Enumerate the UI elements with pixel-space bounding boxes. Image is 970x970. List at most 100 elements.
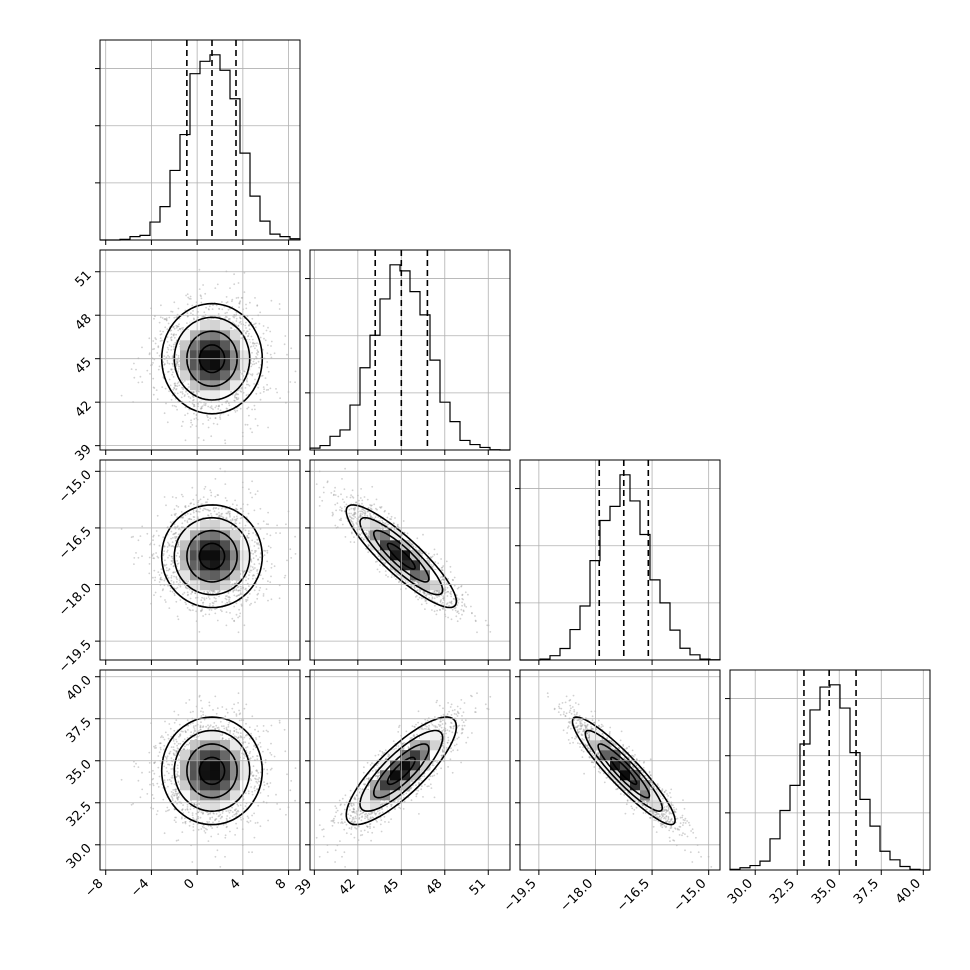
sample-point bbox=[176, 359, 179, 361]
sample-point bbox=[171, 394, 174, 397]
sample-point bbox=[416, 537, 419, 540]
sample-point bbox=[200, 407, 203, 409]
density-cell bbox=[210, 530, 221, 541]
sample-point bbox=[245, 589, 248, 592]
sample-point bbox=[359, 512, 362, 515]
sample-point bbox=[164, 564, 167, 567]
sample-point bbox=[141, 346, 143, 349]
sample-point bbox=[245, 576, 247, 578]
sample-point bbox=[206, 498, 209, 501]
sample-point bbox=[417, 581, 419, 583]
sample-point bbox=[178, 360, 181, 363]
sample-point bbox=[240, 387, 243, 390]
sample-point bbox=[174, 384, 177, 387]
sample-point bbox=[170, 560, 173, 562]
sample-point bbox=[234, 411, 237, 413]
sample-point bbox=[152, 539, 154, 542]
sample-point bbox=[249, 604, 251, 606]
sample-point bbox=[168, 544, 171, 546]
sample-point bbox=[187, 518, 190, 520]
sample-point bbox=[450, 618, 453, 621]
sample-point bbox=[243, 271, 246, 274]
sample-point bbox=[247, 335, 250, 337]
sample-point bbox=[174, 537, 177, 540]
sample-point bbox=[172, 333, 175, 336]
density-cell bbox=[230, 550, 241, 561]
sample-point bbox=[216, 591, 219, 594]
sample-point bbox=[267, 370, 270, 373]
sample-point bbox=[259, 398, 262, 401]
sample-point bbox=[442, 607, 445, 609]
density-cell bbox=[180, 560, 191, 571]
sample-point bbox=[237, 325, 240, 328]
sample-point bbox=[193, 516, 196, 518]
sample-point bbox=[270, 356, 273, 359]
sample-point bbox=[384, 561, 387, 564]
sample-point bbox=[228, 318, 230, 321]
sample-point bbox=[454, 606, 457, 609]
sample-point bbox=[237, 616, 240, 619]
sample-point bbox=[207, 509, 210, 511]
sample-point bbox=[208, 308, 210, 311]
sample-point bbox=[173, 382, 176, 385]
sample-point bbox=[204, 404, 207, 407]
sample-point bbox=[240, 391, 243, 393]
sample-point bbox=[179, 391, 182, 393]
sample-point bbox=[424, 551, 427, 554]
sample-point bbox=[237, 585, 240, 588]
density-cell bbox=[190, 580, 201, 591]
sample-point bbox=[353, 509, 356, 512]
sample-point bbox=[177, 544, 180, 547]
sample-point bbox=[294, 553, 297, 555]
sample-point bbox=[249, 362, 252, 365]
sample-point bbox=[267, 426, 269, 429]
sample-point bbox=[255, 344, 258, 347]
sample-point bbox=[463, 603, 466, 606]
sample-point bbox=[168, 356, 171, 358]
sample-point bbox=[253, 545, 256, 547]
sample-point bbox=[256, 593, 259, 596]
sample-point bbox=[226, 301, 229, 303]
sample-point bbox=[252, 568, 255, 571]
sample-point bbox=[203, 598, 206, 601]
sample-point bbox=[250, 602, 253, 605]
sample-point bbox=[262, 577, 264, 580]
sample-point bbox=[246, 330, 249, 333]
sample-point bbox=[207, 514, 210, 517]
sample-point bbox=[257, 547, 260, 550]
sample-point bbox=[245, 600, 248, 603]
sample-point bbox=[164, 601, 167, 603]
sample-point bbox=[438, 595, 440, 598]
sample-point bbox=[165, 563, 168, 566]
sample-point bbox=[252, 574, 255, 576]
sample-point bbox=[172, 565, 175, 567]
sample-point bbox=[133, 563, 135, 565]
sample-point bbox=[207, 591, 210, 594]
sample-point bbox=[463, 604, 466, 607]
sample-point bbox=[184, 601, 187, 604]
sample-point bbox=[173, 316, 176, 319]
sample-point bbox=[257, 522, 260, 525]
sample-point bbox=[193, 405, 196, 407]
sample-point bbox=[201, 609, 203, 612]
sample-point bbox=[226, 499, 228, 502]
sample-point bbox=[187, 587, 189, 590]
sample-point bbox=[312, 556, 314, 558]
sample-point bbox=[467, 593, 469, 596]
sample-point bbox=[169, 521, 172, 523]
sample-point bbox=[188, 297, 191, 300]
sample-point bbox=[206, 508, 209, 511]
sample-point bbox=[247, 577, 250, 580]
sample-point bbox=[251, 373, 254, 375]
sample-point bbox=[172, 376, 175, 378]
sample-point bbox=[120, 394, 123, 397]
sample-point bbox=[184, 505, 187, 507]
sample-point bbox=[185, 580, 187, 582]
sample-point bbox=[257, 592, 260, 595]
density-cell bbox=[220, 580, 231, 591]
sample-point bbox=[350, 512, 352, 515]
sample-point bbox=[239, 407, 242, 410]
sample-point bbox=[267, 580, 269, 583]
sample-point bbox=[177, 618, 180, 621]
sample-point bbox=[235, 595, 238, 598]
